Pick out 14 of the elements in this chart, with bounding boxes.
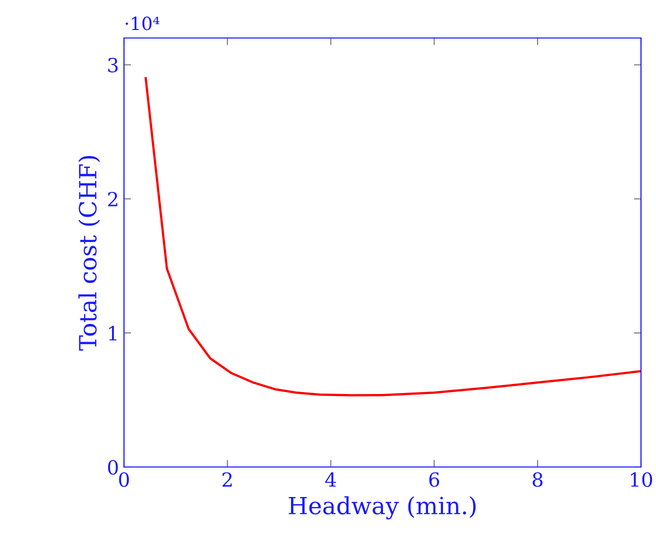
x-tick-label: 10: [631, 472, 652, 487]
line-series: [144, 77, 641, 396]
x-tick-label: 2: [222, 472, 232, 487]
text: ·10⁴: [126, 16, 160, 30]
x-tick-label: 6: [429, 472, 440, 487]
y-tick-label: 2: [108, 192, 118, 206]
y-axis-title: Total cost (CHF): [78, 156, 100, 351]
x-axis-title: Headway (min.): [288, 496, 476, 520]
y-tick-label: 1: [109, 326, 116, 340]
y-tick-label: 0: [108, 460, 118, 475]
x-tick-label: 4: [325, 472, 336, 487]
y-tick-label: 3: [108, 58, 118, 72]
x-tick-label: 0: [119, 472, 129, 487]
x-tick-label: 8: [532, 472, 542, 487]
